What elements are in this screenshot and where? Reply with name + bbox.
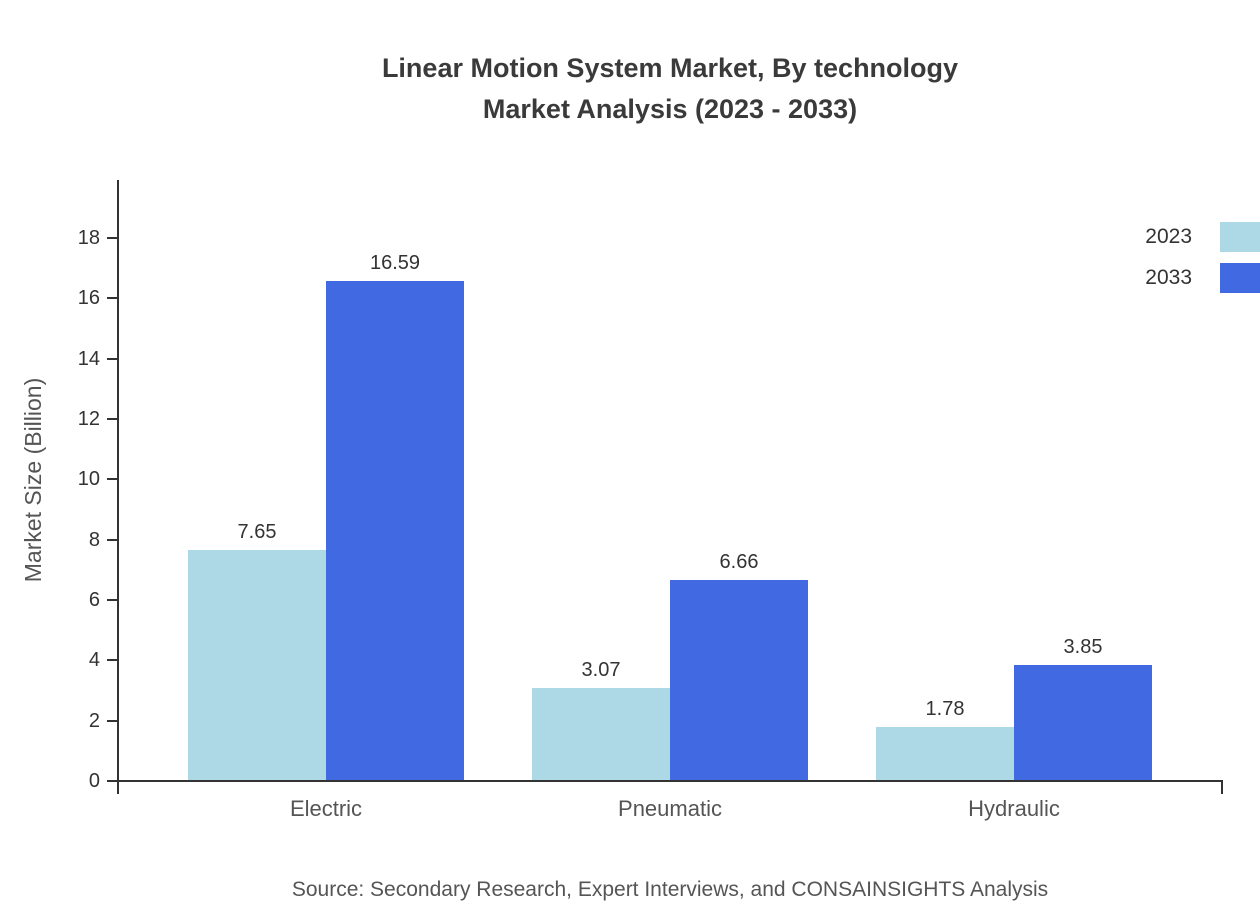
bar-2023-pneumatic (532, 688, 670, 781)
y-tick-mark (107, 297, 117, 300)
source-note: Source: Secondary Research, Expert Inter… (291, 878, 1049, 901)
y-tick-label: 2 (88, 709, 100, 732)
y-axis-title: Market Size (Billion) (20, 377, 46, 583)
chart-title-line2: Market Analysis (2023 - 2033) (482, 94, 858, 124)
legend-label-2033: 2033 (1145, 266, 1192, 289)
chart-title-line1: Linear Motion System Market, By technolo… (381, 53, 959, 83)
x-axis-line (117, 780, 1223, 782)
x-axis-outer-tick-left (117, 782, 119, 794)
y-axis-line (117, 180, 119, 782)
y-tick-mark (107, 538, 117, 541)
y-tick-label: 0 (88, 770, 100, 792)
y-tick-mark (107, 719, 117, 722)
y-tick-mark (107, 659, 117, 662)
y-tick-mark (107, 478, 117, 481)
bar-2023-electric (188, 550, 326, 781)
bar-value-label: 1.78 (925, 698, 965, 721)
y-tick-mark (107, 780, 117, 782)
y-tick-label: 6 (88, 589, 100, 611)
bar-2033-pneumatic (670, 580, 808, 781)
legend-swatch-2033 (1220, 263, 1260, 293)
y-tick-mark (107, 599, 117, 601)
bar-value-label: 16.59 (369, 251, 421, 274)
y-tick-label: 4 (88, 649, 100, 672)
y-tick-mark (107, 418, 117, 420)
legend: 2023 2033 (1145, 222, 1260, 293)
legend-swatch-2023 (1220, 222, 1260, 252)
x-category-label: Hydraulic (968, 796, 1060, 821)
y-tick-label: 18 (77, 227, 100, 249)
y-tick-label: 10 (77, 468, 100, 491)
x-axis-outer-tick-right (1221, 782, 1223, 794)
x-category-label: Pneumatic (618, 796, 722, 821)
bar-value-label: 6.66 (719, 551, 759, 574)
legend-entry-2023: 2023 (1145, 222, 1260, 252)
bar-2033-hydraulic (1014, 664, 1152, 781)
bar-value-label: 3.07 (581, 659, 621, 682)
bar-2033-electric (326, 280, 464, 781)
y-tick-label: 16 (77, 287, 100, 310)
y-tick-mark (107, 237, 117, 239)
y-tick-label: 8 (88, 528, 100, 551)
y-tick-mark (107, 357, 117, 360)
x-category-label: Electric (289, 796, 363, 821)
y-tick-label: 12 (77, 408, 100, 430)
bar-value-label: 3.85 (1063, 635, 1103, 658)
legend-entry-2033: 2033 (1145, 263, 1260, 293)
chart-title: Linear Motion System Market, By technolo… (118, 48, 1222, 130)
bar-2023-hydraulic (876, 727, 1014, 781)
legend-label-2023: 2023 (1145, 225, 1192, 248)
y-tick-label: 14 (77, 347, 100, 370)
bar-value-label: 7.65 (237, 521, 277, 544)
